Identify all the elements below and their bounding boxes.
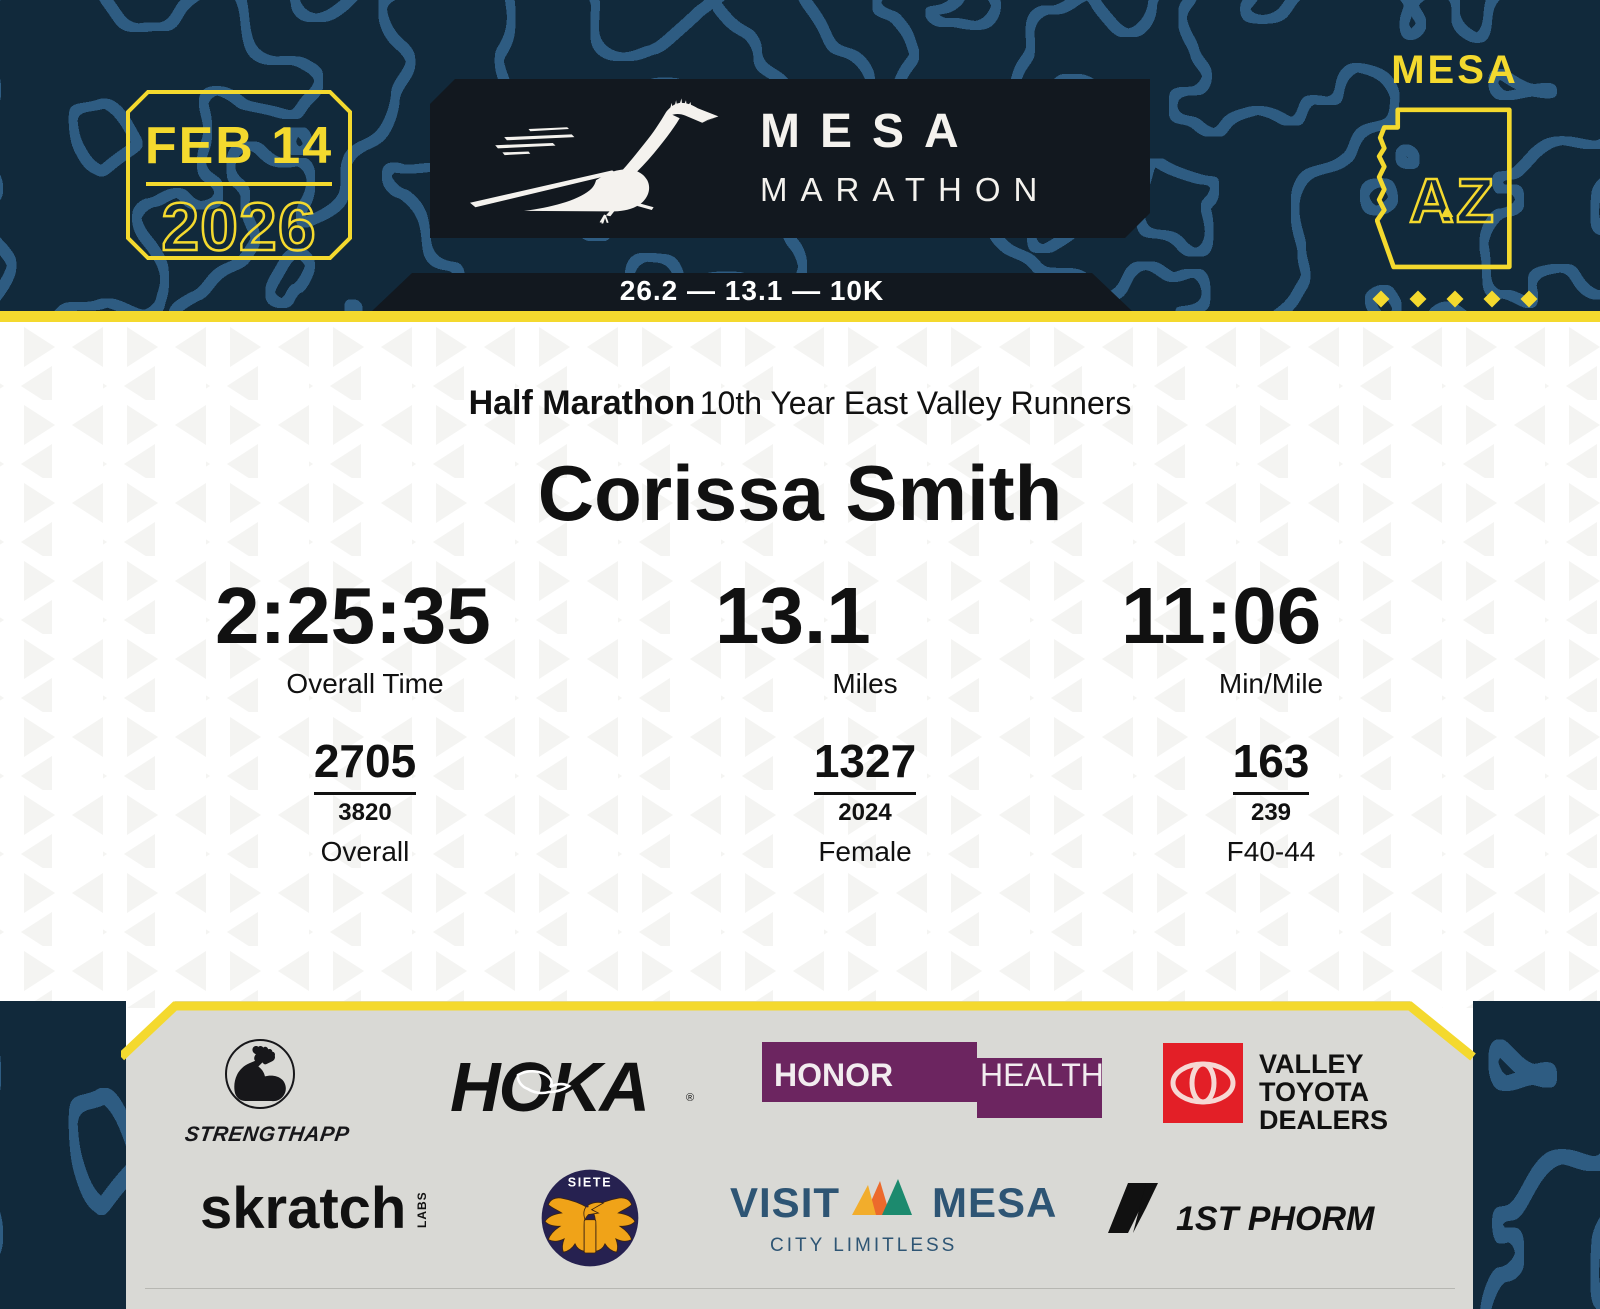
svg-text:SIETE: SIETE [568,1175,612,1189]
svg-text:CITY LIMITLESS: CITY LIMITLESS [770,1235,957,1256]
svg-text:VALLEY: VALLEY [1259,1049,1364,1079]
svg-text:TOYOTA: TOYOTA [1259,1077,1369,1107]
svg-text:1ST PHORM: 1ST PHORM [1176,1200,1375,1238]
svg-text:skratch: skratch [200,1176,406,1241]
svg-text:®: ® [686,1092,694,1104]
svg-text:VISIT: VISIT [730,1179,840,1226]
svg-text:HEALTH: HEALTH [980,1057,1102,1093]
svg-text:LABS: LABS [415,1191,429,1228]
svg-text:MESA: MESA [932,1179,1057,1226]
svg-text:HOKA: HOKA [450,1053,648,1123]
svg-text:HONOR: HONOR [774,1057,893,1093]
svg-text:DEALERS: DEALERS [1259,1105,1388,1133]
